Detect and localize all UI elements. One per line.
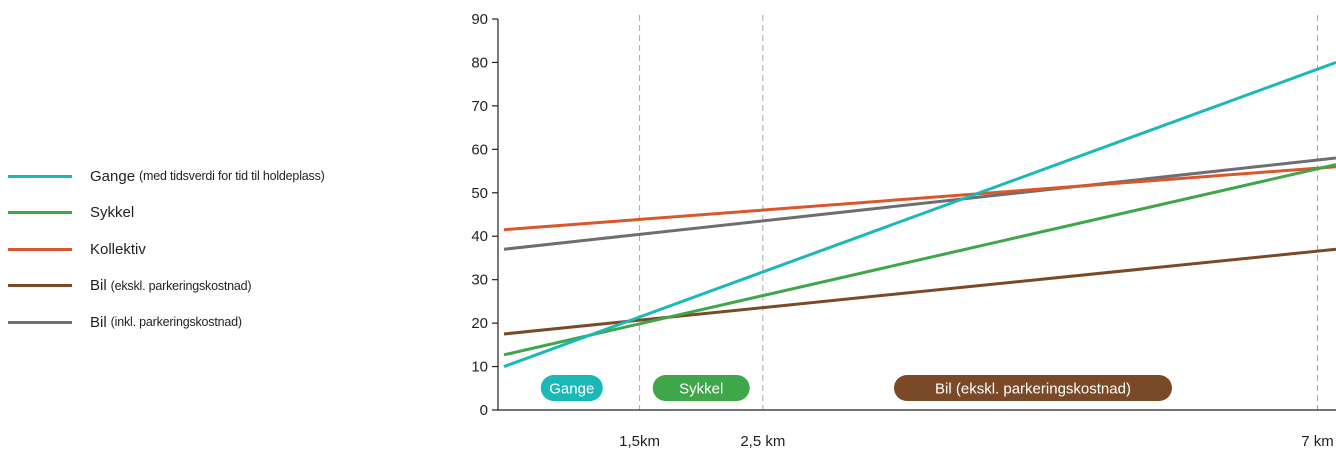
y-tick-label: 70 bbox=[471, 98, 488, 115]
x-marker-label: 1,5km bbox=[619, 433, 660, 450]
zone-pill-label: Sykkel bbox=[679, 381, 723, 398]
y-tick-label: 10 bbox=[471, 359, 488, 376]
series-line-4 bbox=[504, 158, 1336, 249]
zone-pill-label: Bil (ekskl. parkeringskostnad) bbox=[935, 381, 1131, 398]
zone-pill: Sykkel bbox=[653, 375, 750, 401]
zone-pill: Bil (ekskl. parkeringskostnad) bbox=[894, 375, 1172, 401]
x-marker-label: 7 km bbox=[1301, 433, 1334, 450]
y-tick-label: 0 bbox=[480, 402, 488, 419]
series-line-1 bbox=[504, 165, 1336, 355]
series-line-2 bbox=[504, 167, 1336, 230]
y-tick-label: 90 bbox=[471, 11, 488, 28]
y-tick-label: 50 bbox=[471, 185, 488, 202]
x-marker-label: 2,5 km bbox=[740, 433, 785, 450]
zone-pill-label: Gange bbox=[549, 381, 594, 398]
y-tick-label: 20 bbox=[471, 315, 488, 332]
series-line-0 bbox=[504, 62, 1336, 366]
y-tick-label: 40 bbox=[471, 228, 488, 245]
y-tick-label: 60 bbox=[471, 141, 488, 158]
zone-pill: Gange bbox=[541, 375, 603, 401]
y-tick-label: 30 bbox=[471, 272, 488, 289]
y-tick-label: 80 bbox=[471, 54, 488, 71]
